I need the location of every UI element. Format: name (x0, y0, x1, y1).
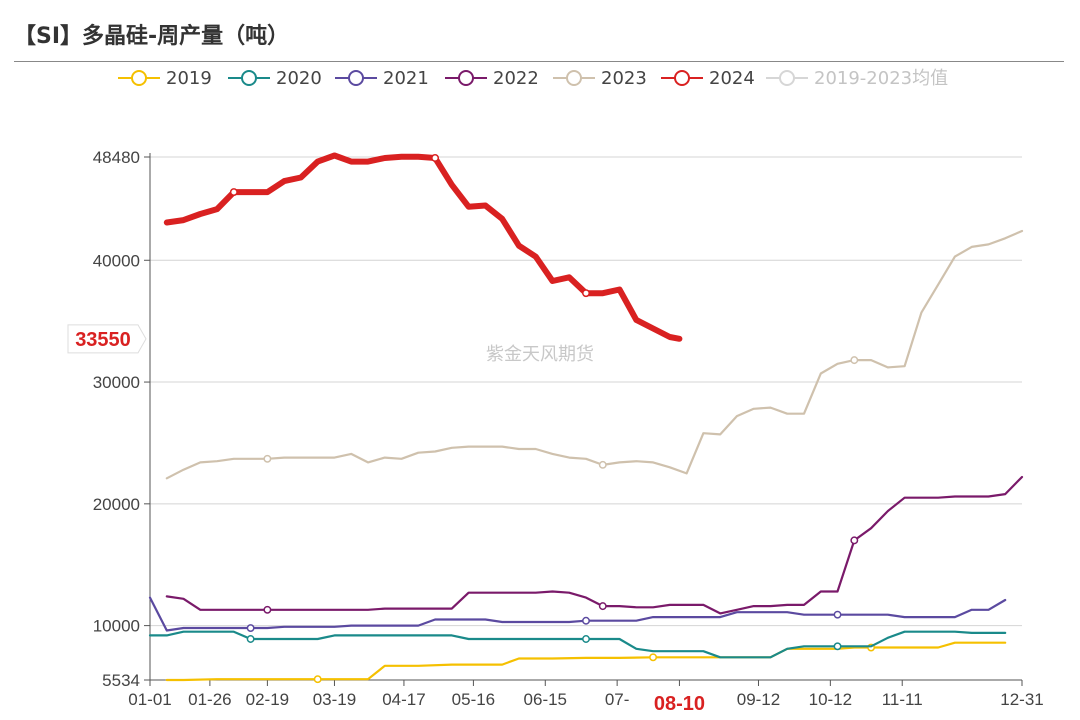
legend: 2019 2020 2021 2022 2023 2024 2019-2023均值 (118, 68, 948, 89)
series-line-2023 (165, 229, 1024, 480)
data-point (582, 289, 590, 298)
series-line-2020 (148, 630, 1007, 659)
legend-marker-circle (458, 70, 474, 86)
grid-lines (150, 156, 1022, 627)
y-tick-label: 48480 (93, 148, 140, 167)
series-line-2019 (165, 641, 1007, 682)
legend-label: 2019-2023均值 (814, 68, 948, 89)
legend-marker-circle (779, 70, 795, 86)
legend-marker-circle (241, 70, 257, 86)
y-tick-label: 20000 (93, 495, 140, 514)
x-tick-label: 07- (605, 690, 630, 709)
y-tick-label: 30000 (93, 373, 140, 392)
legend-label: 2020 (276, 68, 322, 89)
y-tick-label: 5534 (102, 671, 140, 690)
legend-marker-circle (131, 70, 147, 86)
x-tick-label: 04-17 (382, 690, 425, 709)
data-point (850, 536, 859, 545)
data-point (263, 454, 272, 463)
legend-item: 2023 (553, 68, 647, 89)
data-point (598, 602, 607, 611)
chart-title: 【SI】多晶硅-周产量（吨） (14, 24, 290, 49)
x-tick-label: 11-11 (882, 690, 923, 709)
data-point (582, 635, 590, 643)
legend-label: 2023 (601, 68, 647, 89)
watermark: 紫金天风期货 (486, 344, 594, 365)
date-tag-box (639, 686, 720, 718)
data-point (598, 460, 607, 469)
x-tick-label: 05-16 (452, 690, 495, 709)
x-tick-label: 02-19 (246, 690, 289, 709)
data-point (649, 653, 658, 662)
series-lines (148, 152, 1024, 684)
legend-label: 2022 (493, 68, 539, 89)
legend-marker-circle (566, 70, 582, 86)
x-tick-label: 03-19 (313, 690, 356, 709)
legend-label: 2019 (166, 68, 212, 89)
data-point (263, 605, 272, 614)
x-tick-label: 10-12 (809, 690, 852, 709)
data-point (313, 675, 322, 684)
x-tick-label: 06-15 (524, 690, 567, 709)
value-tag-box (67, 324, 147, 354)
legend-marker-circle (348, 70, 364, 86)
x-tick-label: 12-31 (1000, 690, 1043, 709)
legend-item: 2020 (228, 68, 322, 89)
data-point (850, 356, 859, 365)
data-point (431, 154, 440, 162)
legend-marker-circle (674, 70, 690, 86)
value-tag-label: 33550 (75, 329, 131, 351)
data-point (229, 188, 238, 197)
legend-label: 2024 (709, 68, 755, 89)
series-line-2024 (163, 152, 683, 342)
data-point (833, 610, 842, 619)
data-point (833, 642, 842, 651)
legend-item: 2019 (118, 68, 212, 89)
date-tag-label: 08-10 (654, 693, 705, 715)
series-line-2022 (165, 475, 1024, 615)
x-tick-label: 01-01 (128, 690, 171, 709)
data-point (246, 635, 255, 643)
title-divider (14, 61, 1064, 62)
legend-item: 2022 (445, 68, 539, 89)
x-tick-label: 09-12 (737, 690, 780, 709)
legend-item: 2019-2023均值 (766, 68, 948, 89)
x-tick-label: 01-26 (188, 690, 231, 709)
data-point (246, 624, 255, 632)
legend-item: 2024 (661, 68, 755, 89)
y-tick-label: 40000 (93, 251, 140, 270)
series-line-2021 (148, 596, 1007, 632)
legend-item: 2021 (335, 68, 429, 89)
data-point (582, 616, 590, 625)
legend-label: 2021 (383, 68, 429, 89)
y-tick-label: 10000 (93, 617, 140, 636)
